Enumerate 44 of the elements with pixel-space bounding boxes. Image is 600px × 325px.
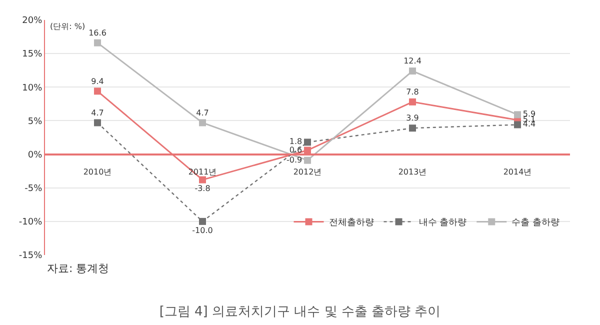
data-label: 0.6 — [289, 145, 302, 154]
data-label: 4.7 — [91, 108, 104, 118]
data-label: -0.9 — [286, 155, 302, 164]
data-label: 7.8 — [406, 88, 419, 97]
legend-label: 전체출하량 — [328, 218, 374, 228]
y-tick-label: 10% — [22, 83, 43, 94]
point — [199, 119, 206, 126]
data-label: 16.6 — [88, 28, 106, 38]
data-label: 3.9 — [406, 114, 419, 123]
point — [94, 39, 101, 46]
y-tick-label: 0% — [28, 150, 43, 160]
x-tick-label: 2014년 — [503, 168, 532, 177]
point — [409, 68, 416, 75]
legend-label: 수출 출하량 — [512, 218, 560, 228]
point — [199, 176, 206, 184]
data-label: -10.0 — [192, 226, 213, 235]
point — [514, 121, 521, 128]
point — [409, 98, 416, 106]
point — [94, 88, 101, 95]
x-tick-label: 2013년 — [398, 168, 427, 177]
data-label: 1.8 — [289, 137, 302, 146]
x-tick-label: 2010년 — [83, 168, 112, 177]
text: 자료: 통계청 — [47, 262, 110, 275]
x-tick-label: 2012년 — [293, 168, 322, 177]
point — [304, 156, 311, 164]
point — [304, 146, 311, 154]
y-tick-label: -15% — [18, 251, 43, 262]
point — [94, 119, 101, 126]
data-label: 12.4 — [404, 56, 422, 66]
data-label: 4.7 — [196, 108, 209, 118]
y-tick-label: -5% — [24, 184, 43, 194]
data-label: 9.4 — [91, 76, 104, 86]
text: [그림 4] 의료처치기구 내수 및 수출 출하량 추이 — [159, 304, 441, 320]
point — [199, 218, 206, 225]
point — [304, 138, 311, 146]
y-tick-label: 20% — [22, 16, 43, 26]
data-label: -3.8 — [194, 184, 210, 194]
y-tick-label: 5% — [28, 116, 43, 127]
annotation: (단위: %) — [50, 22, 86, 31]
y-tick-label: -10% — [18, 218, 43, 228]
point — [514, 111, 521, 118]
legend-label: 내수 출하량 — [418, 218, 467, 228]
y-tick-label: 15% — [22, 50, 43, 60]
point — [409, 124, 416, 132]
